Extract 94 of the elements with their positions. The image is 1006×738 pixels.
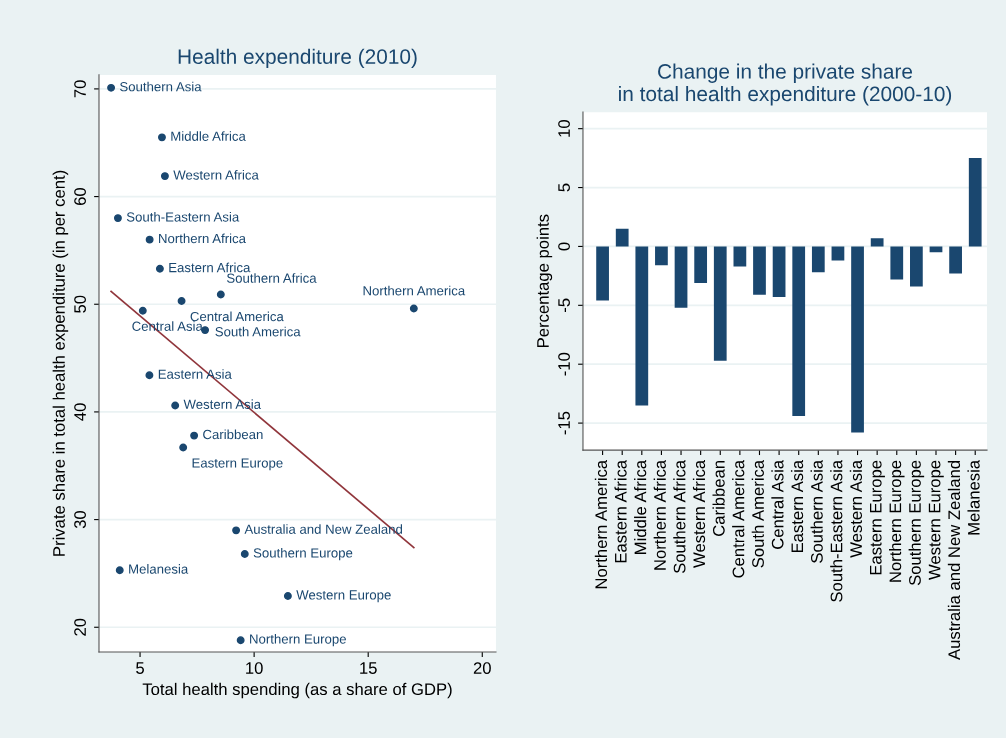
x-tick-label: 5 xyxy=(136,662,144,674)
point xyxy=(201,326,210,335)
annotation: Northern America xyxy=(363,285,466,296)
y-tick-label: -5 xyxy=(558,298,570,312)
annotation: Northern Africa xyxy=(159,233,246,244)
x-tick-label: South-Eastern Asia xyxy=(830,459,843,602)
point xyxy=(145,371,154,380)
bar xyxy=(713,246,727,361)
annotation: Central America xyxy=(190,311,284,322)
y-tick-label: 60 xyxy=(74,187,86,205)
x-tick-label: Caribbean xyxy=(712,460,725,536)
point xyxy=(236,636,245,645)
point xyxy=(240,550,249,558)
x-tick-label: Australia and New Zealand xyxy=(947,460,961,660)
x-tick-label: Northern America xyxy=(594,459,608,589)
y-tick-label: 0 xyxy=(558,242,570,251)
point xyxy=(409,304,418,313)
y-axis-title: Private share in total health expenditure (in per cent) xyxy=(52,170,69,556)
x-tick-label: Southern Africa xyxy=(673,459,686,574)
bar xyxy=(655,246,668,266)
bar xyxy=(870,238,884,247)
point xyxy=(145,235,154,244)
annotation: Eastern Africa xyxy=(169,262,251,273)
annotation: Caribbean xyxy=(203,429,263,440)
x-tick-label: Central Asia xyxy=(771,459,784,549)
point xyxy=(107,83,116,92)
y-tick-label: -15 xyxy=(558,411,570,435)
y-tick-label: 10 xyxy=(558,120,570,137)
point xyxy=(232,526,241,535)
bar xyxy=(831,246,845,261)
x-tick-label: Middle Africa xyxy=(634,459,647,554)
y-axis-title: Percentage points xyxy=(536,214,553,347)
bar xyxy=(929,246,943,253)
point xyxy=(216,290,225,299)
chart-title: Health expenditure (2010) xyxy=(178,48,417,69)
annotation: Western Europe xyxy=(296,590,391,603)
bar xyxy=(890,246,904,280)
x-tick-label: Melanesia xyxy=(967,459,980,535)
bar xyxy=(792,246,806,417)
annotation: South America xyxy=(215,326,301,337)
x-tick-label: 10 xyxy=(246,662,263,674)
bar xyxy=(674,246,688,308)
bar xyxy=(910,246,923,287)
annotation: Western Africa xyxy=(173,169,259,180)
x-tick-label: Western Asia xyxy=(849,459,863,558)
point xyxy=(138,306,147,315)
bar xyxy=(753,246,766,295)
bar xyxy=(772,246,786,298)
point xyxy=(171,401,180,410)
annotation: South-Eastern Asia xyxy=(126,211,240,222)
x-tick-label: 15 xyxy=(360,662,377,674)
x-tick-label: Eastern Europe xyxy=(870,460,885,575)
annotation: Northern Europe xyxy=(250,634,346,647)
bar xyxy=(811,246,825,273)
point xyxy=(115,566,124,575)
x-tick-label: 20 xyxy=(473,662,491,674)
point xyxy=(113,214,122,223)
x-tick-label: Southern Asia xyxy=(810,459,823,563)
x-tick-label: Northern Africa xyxy=(653,459,666,570)
annotation: Middle Africa xyxy=(171,131,246,141)
bar xyxy=(733,246,747,267)
bar xyxy=(694,246,708,283)
bar xyxy=(635,246,649,406)
x-tick-label: Eastern Asia xyxy=(790,459,804,553)
y-tick-label: 30 xyxy=(74,510,86,529)
bar xyxy=(949,246,962,274)
x-tick-label: Western Africa xyxy=(692,459,706,568)
point xyxy=(179,443,188,452)
y-tick-label: 20 xyxy=(74,618,86,636)
y-tick-label: 50 xyxy=(74,295,86,313)
y-tick-label: 5 xyxy=(558,183,570,192)
x-tick-label: Southern Europe xyxy=(908,460,925,586)
y-tick-label: -10 xyxy=(558,352,570,376)
x-tick-label: Central America xyxy=(732,459,745,578)
y-tick-label: 70 xyxy=(74,80,86,98)
annotation: Southern Asia xyxy=(120,81,202,92)
x-tick-label: Western Europe xyxy=(928,460,944,580)
point xyxy=(177,297,186,305)
point xyxy=(160,172,169,181)
annotation: Southern Africa xyxy=(226,273,317,283)
x-tick-label: South America xyxy=(751,459,764,568)
chart-title: Change in the private share in total health expenditure (2000-10) xyxy=(619,63,952,106)
x-axis-title: Total health spending (as a share of GDP) xyxy=(142,682,452,699)
bar xyxy=(851,246,864,433)
point xyxy=(158,133,166,142)
point xyxy=(155,264,164,273)
x-tick-label: Northern Europe xyxy=(889,460,905,582)
point xyxy=(283,592,292,600)
bar xyxy=(615,228,629,247)
y-tick-label: 40 xyxy=(74,403,86,421)
bar xyxy=(968,158,982,247)
x-tick-label: Eastern Africa xyxy=(614,459,627,563)
bar xyxy=(596,246,609,301)
point xyxy=(190,431,199,440)
